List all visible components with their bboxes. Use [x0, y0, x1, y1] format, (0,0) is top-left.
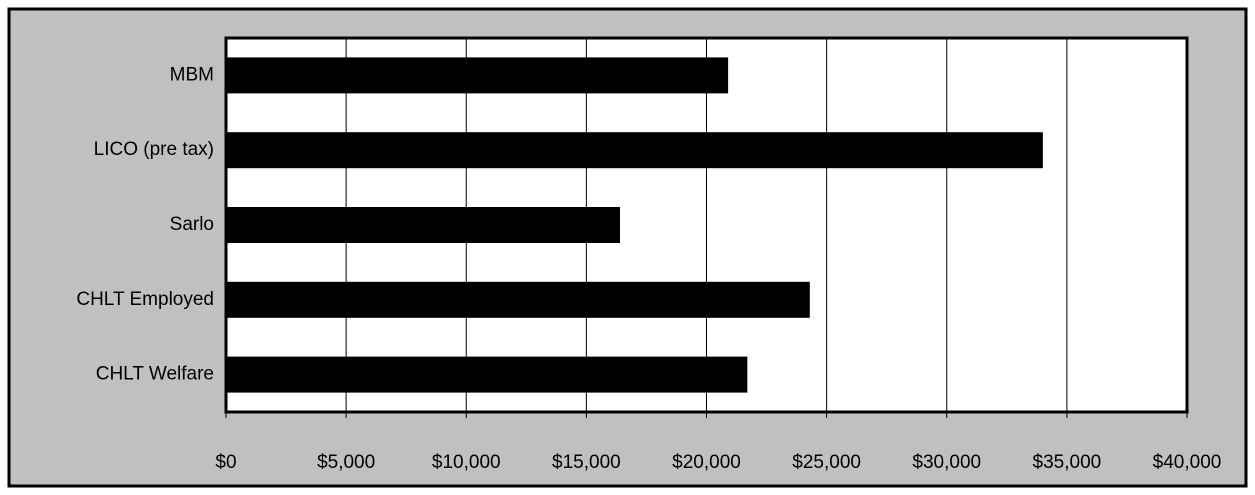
x-tick-label: $0 — [215, 452, 236, 473]
y-tick-label: MBM — [170, 64, 214, 85]
x-tick-label: $35,000 — [1033, 452, 1102, 473]
x-tick-label: $25,000 — [792, 452, 861, 473]
x-tick-label: $15,000 — [552, 452, 621, 473]
y-tick-label: Sarlo — [170, 214, 214, 235]
x-tick-label: $40,000 — [1153, 452, 1222, 473]
bar — [226, 132, 1043, 169]
bar — [226, 281, 810, 318]
y-tick-label: CHLT Welfare — [96, 364, 214, 385]
x-tick-label: $10,000 — [432, 452, 501, 473]
y-tick-label: LICO (pre tax) — [94, 139, 214, 160]
plot-border — [224, 36, 1189, 414]
x-tick-label: $30,000 — [912, 452, 981, 473]
x-tick-label: $20,000 — [672, 452, 741, 473]
y-tick-label: CHLT Employed — [76, 289, 214, 310]
x-tick-label: $5,000 — [317, 452, 375, 473]
bar — [226, 57, 729, 94]
bar — [226, 207, 621, 243]
bar — [226, 356, 748, 393]
